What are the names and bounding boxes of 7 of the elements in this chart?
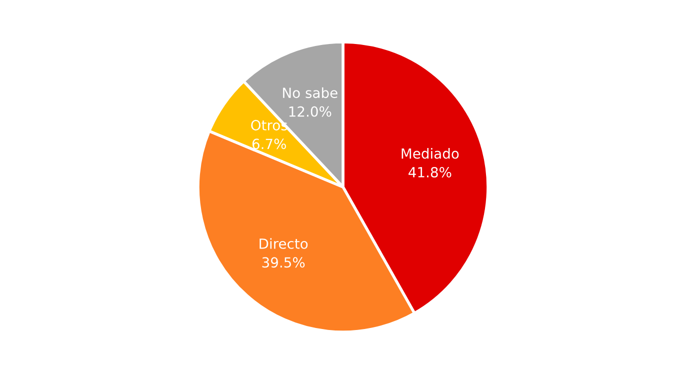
data-label: 39.5% xyxy=(262,257,305,268)
slice-label: Mediado xyxy=(402,148,459,159)
slice-label: Directo xyxy=(260,238,308,249)
slice-label: No sabe xyxy=(283,87,338,98)
data-label: 41.8% xyxy=(408,166,452,178)
data-label: 12.0% xyxy=(289,106,332,117)
data-label: 6.7% xyxy=(252,138,286,150)
